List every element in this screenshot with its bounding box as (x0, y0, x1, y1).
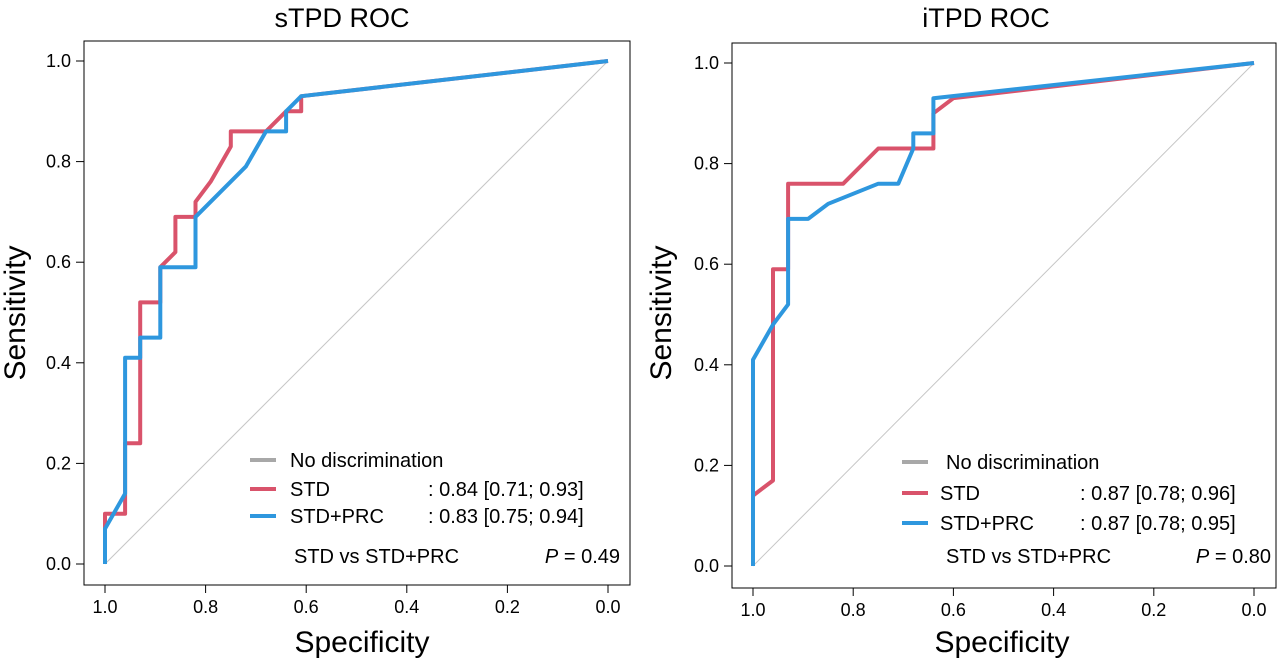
roc-curve-std-prc (751, 61, 1255, 566)
y-tick-label: 0.2 (694, 455, 719, 475)
y-tick-label: 0.8 (46, 152, 71, 172)
x-axis-label: Specificity (294, 626, 429, 659)
legend-auc-std-prc: : 0.83 [0.75; 0.94] (428, 506, 584, 528)
legend-auc-std: : 0.84 [0.71; 0.93] (428, 479, 584, 501)
roc-curve-std (103, 59, 609, 564)
chart-title: iTPD ROC (922, 3, 1050, 33)
x-tick-label: 0.2 (495, 597, 520, 617)
no-discrimination-line (104, 60, 609, 565)
y-tick-label: 0.2 (46, 453, 71, 473)
x-tick-label: 0.0 (595, 597, 620, 617)
legend-label-std-prc: STD+PRC (290, 506, 384, 528)
legend-label-std-prc: STD+PRC (940, 513, 1034, 535)
y-tick-label: 0.4 (46, 353, 71, 373)
legend: No discrimination STD : 0.84 [0.71; 0.93… (250, 450, 620, 568)
x-tick-label: 0.8 (841, 600, 866, 620)
comparison-p-value: P = 0.80 (1196, 546, 1271, 568)
no-discrimination-line (752, 62, 1255, 567)
y-tick-label: 0.8 (694, 154, 719, 174)
plot-frame (731, 42, 1277, 589)
legend-auc-std-prc: : 0.87 [0.78; 0.95] (1080, 513, 1236, 535)
legend-label-std: STD (290, 479, 330, 501)
legend: No discrimination STD : 0.87 [0.78; 0.96… (902, 452, 1271, 568)
roc-curve-std (751, 61, 1255, 498)
y-tick-label: 1.0 (694, 53, 719, 73)
comparison-label: STD vs STD+PRC (294, 546, 459, 568)
panel-itpd: iTPD ROC Specificity Sensitivity 1.0 0.8 0… (645, 3, 1277, 659)
y-tick-label: 0.4 (694, 355, 719, 375)
legend-label-no-discrimination: No discrimination (946, 452, 1099, 474)
x-tick-label: 0.6 (941, 600, 966, 620)
x-axis-ticks: 1.0 0.8 0.6 0.4 0.2 0.0 (92, 585, 621, 617)
y-tick-label: 1.0 (46, 51, 71, 71)
y-axis-ticks: 0.0 0.2 0.4 0.6 0.8 1.0 (46, 51, 84, 574)
legend-label-no-discrimination: No discrimination (290, 450, 443, 472)
y-axis-label: Sensitivity (0, 245, 32, 380)
comparison-p-value: P = 0.49 (545, 546, 620, 568)
x-tick-label: 0.6 (294, 597, 319, 617)
roc-curve-std-prc (103, 59, 609, 564)
x-tick-label: 0.4 (394, 597, 419, 617)
x-tick-label: 0.2 (1141, 600, 1166, 620)
x-tick-label: 0.8 (193, 597, 218, 617)
y-tick-label: 0.0 (46, 554, 71, 574)
y-tick-label: 0.6 (694, 254, 719, 274)
plot-frame (83, 40, 631, 586)
x-tick-label: 0.4 (1041, 600, 1066, 620)
y-tick-label: 0.0 (694, 556, 719, 576)
comparison-label: STD vs STD+PRC (946, 546, 1111, 568)
x-tick-label: 0.0 (1241, 600, 1266, 620)
x-axis-ticks: 1.0 0.8 0.6 0.4 0.2 0.0 (740, 588, 1267, 620)
legend-label-std: STD (940, 483, 980, 505)
x-tick-label: 1.0 (92, 597, 117, 617)
x-axis-label: Specificity (934, 626, 1069, 659)
panel-stpd: sTPD ROC Specificity Sensitivity 1.0 0.8 0… (0, 3, 631, 659)
chart-title: sTPD ROC (275, 3, 410, 33)
y-tick-label: 0.6 (46, 252, 71, 272)
x-tick-label: 1.0 (740, 600, 765, 620)
y-axis-ticks: 0.0 0.2 0.4 0.6 0.8 1.0 (694, 53, 732, 576)
legend-auc-std: : 0.87 [0.78; 0.96] (1080, 483, 1236, 505)
y-axis-label: Sensitivity (645, 245, 678, 380)
